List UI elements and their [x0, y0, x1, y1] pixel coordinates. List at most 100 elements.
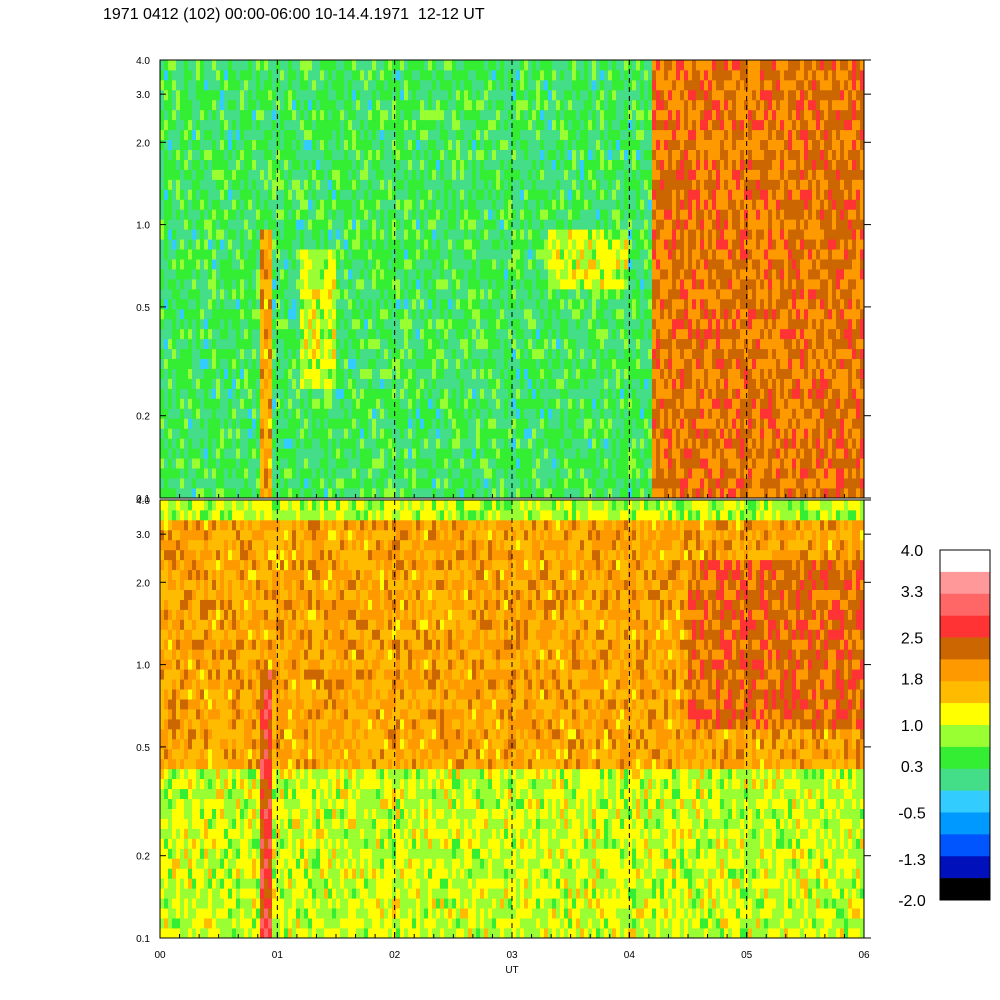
- heatmap-cell: [400, 79, 405, 91]
- heatmap-cell: [312, 488, 317, 499]
- heatmap-cell: [440, 388, 445, 399]
- heatmap-cell: [268, 199, 273, 210]
- heatmap-cell: [168, 308, 173, 320]
- heatmap-cell: [484, 478, 489, 489]
- heatmap-cell: [500, 60, 505, 71]
- heatmap-cell: [472, 438, 477, 449]
- heatmap-cell: [460, 388, 465, 399]
- heatmap-cell: [248, 308, 253, 320]
- heatmap-cell: [572, 488, 577, 499]
- heatmap-cell: [360, 438, 365, 449]
- heatmap-cell: [200, 229, 205, 240]
- heatmap-cell: [480, 69, 485, 81]
- heatmap-cell: [400, 318, 405, 330]
- heatmap-cell: [556, 249, 561, 260]
- heatmap-cell: [288, 79, 293, 91]
- heatmap-cell: [232, 398, 237, 409]
- heatmap-cell: [252, 478, 257, 489]
- heatmap-cell: [564, 60, 569, 71]
- heatmap-cell: [520, 199, 525, 210]
- heatmap-cell: [416, 308, 421, 320]
- heatmap-cell: [552, 189, 557, 200]
- heatmap-cell: [332, 89, 337, 101]
- heatmap-cell: [552, 209, 557, 220]
- heatmap-cell: [336, 478, 341, 489]
- heatmap-cell: [552, 99, 557, 111]
- heatmap-cell: [388, 189, 393, 200]
- heatmap-cell: [192, 488, 197, 499]
- heatmap-cell: [324, 308, 329, 320]
- heatmap-cell: [200, 468, 205, 479]
- heatmap-cell: [556, 239, 561, 250]
- heatmap-cell: [224, 388, 229, 399]
- heatmap-cell: [264, 249, 269, 260]
- heatmap-cell: [608, 269, 613, 280]
- heatmap-cell: [268, 328, 273, 340]
- heatmap-cell: [328, 328, 333, 340]
- heatmap-cell: [232, 328, 237, 340]
- heatmap-cell: [608, 179, 613, 190]
- heatmap-cell: [368, 368, 373, 379]
- heatmap-cell: [248, 378, 253, 389]
- heatmap-cell: [452, 408, 457, 419]
- heatmap-cell: [544, 239, 549, 250]
- heatmap-cell: [180, 89, 185, 101]
- heatmap-cell: [172, 488, 177, 499]
- heatmap-cell: [388, 139, 393, 150]
- heatmap-cell: [356, 388, 361, 399]
- heatmap-cell: [248, 60, 253, 71]
- heatmap-cell: [224, 478, 229, 489]
- heatmap-cell: [392, 358, 397, 369]
- heatmap-cell: [268, 358, 273, 369]
- heatmap-cell: [604, 169, 609, 180]
- heatmap-cell: [320, 199, 325, 210]
- heatmap-cell: [504, 408, 509, 419]
- heatmap-cell: [400, 69, 405, 81]
- heatmap-cell: [324, 159, 329, 170]
- heatmap-cell: [176, 249, 181, 260]
- heatmap-cell: [444, 298, 449, 310]
- heatmap-cell: [468, 69, 473, 81]
- heatmap-cell: [252, 159, 257, 170]
- heatmap-cell: [412, 229, 417, 240]
- heatmap-cell: [496, 358, 501, 369]
- heatmap-cell: [540, 288, 545, 300]
- heatmap-cell: [276, 348, 281, 360]
- heatmap-cell: [236, 488, 241, 499]
- heatmap-cell: [288, 259, 293, 270]
- heatmap-cell: [440, 229, 445, 240]
- heatmap-cell: [488, 149, 493, 160]
- heatmap-cell: [496, 478, 501, 489]
- heatmap-cell: [516, 199, 521, 210]
- heatmap-cell: [424, 159, 429, 170]
- heatmap-cell: [188, 219, 193, 230]
- heatmap-cell: [552, 159, 557, 170]
- heatmap-cell: [304, 318, 309, 330]
- heatmap-cell: [360, 318, 365, 330]
- heatmap-cell: [212, 308, 217, 320]
- heatmap-cell: [308, 189, 313, 200]
- heatmap-cell: [312, 288, 317, 300]
- heatmap-cell: [568, 428, 573, 439]
- heatmap-cell: [604, 288, 609, 300]
- heatmap-cell: [268, 418, 273, 429]
- heatmap-cell: [544, 428, 549, 439]
- heatmap-cell: [456, 448, 461, 459]
- heatmap-cell: [340, 149, 345, 160]
- heatmap-cell: [560, 239, 565, 250]
- heatmap-cell: [368, 338, 373, 350]
- heatmap-cell: [424, 288, 429, 300]
- heatmap-cell: [540, 209, 545, 220]
- heatmap-cell: [340, 239, 345, 250]
- heatmap-cell: [328, 60, 333, 71]
- heatmap-cell: [208, 308, 213, 320]
- heatmap-cell: [468, 119, 473, 131]
- heatmap-cell: [168, 378, 173, 389]
- heatmap-cell: [220, 418, 225, 429]
- heatmap-cell: [308, 249, 313, 260]
- heatmap-cell: [272, 189, 277, 200]
- heatmap-cell: [576, 328, 581, 340]
- heatmap-cell: [416, 438, 421, 449]
- heatmap-cell: [592, 239, 597, 250]
- heatmap-cell: [196, 448, 201, 459]
